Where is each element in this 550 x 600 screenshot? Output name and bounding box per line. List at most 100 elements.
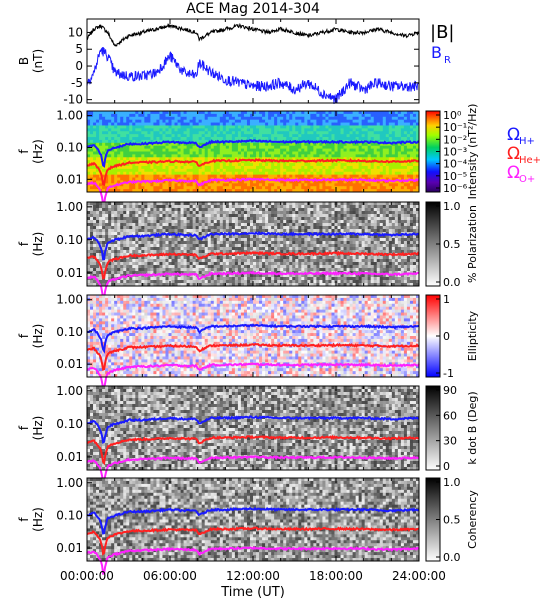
colorbar-tick-label: 10⁻³ bbox=[443, 146, 467, 159]
gyro-line-he-plus bbox=[86, 250, 420, 280]
gyro-line-he-plus bbox=[86, 342, 420, 371]
legend-b-r-sub: R bbox=[444, 55, 451, 66]
y-tick-label: 1.00 bbox=[56, 200, 83, 214]
y-tick-label: 1.00 bbox=[56, 384, 83, 398]
colorbar-tick-label: 0.0 bbox=[443, 276, 461, 289]
y-axis-label-unit: (Hz) bbox=[31, 324, 45, 349]
y-axis-label: f bbox=[17, 149, 31, 154]
y-tick-label: 0.01 bbox=[56, 172, 83, 186]
colorbar-kdotb bbox=[425, 385, 441, 471]
y-axis-label: f bbox=[17, 425, 31, 430]
colorbar-label-kdotb: k dot B (Deg) bbox=[466, 391, 479, 464]
y-tick-label: 10 bbox=[68, 25, 83, 39]
heatmap-polarization bbox=[87, 202, 420, 287]
legend-h-sub: H+ bbox=[519, 136, 535, 147]
colorbar-tick-label: 10⁻¹ bbox=[443, 121, 467, 134]
panel-coherency: 1.00 0.10 0.01 1.0 0.5 0.0 Coherency f (Hz) bbox=[17, 476, 479, 575]
y-axis-label: f bbox=[17, 333, 31, 338]
y-tick-label: 0.10 bbox=[56, 417, 83, 431]
legend-b-total: |B| bbox=[430, 22, 454, 43]
y-tick-label: -5 bbox=[71, 76, 83, 90]
y-tick-label: 5 bbox=[75, 42, 83, 56]
legend-omega-h: Ω bbox=[507, 125, 520, 145]
colorbar-tick-label: 10⁰ bbox=[443, 109, 462, 122]
colorbar-tick-label: 30 bbox=[443, 435, 457, 448]
colorbar-tick-label: 10⁻⁴ bbox=[443, 158, 468, 171]
colorbar-tick-label: -1 bbox=[443, 367, 454, 380]
panel-field: 10 5 0 -5 -10 B (nT) bbox=[17, 18, 420, 107]
colorbar-tick-label: 10⁻⁶ bbox=[443, 182, 468, 195]
y-tick-label: 1.00 bbox=[56, 293, 83, 307]
colorbar-tick-label: 1.0 bbox=[443, 200, 461, 213]
x-tick-label: 24:00:00 bbox=[392, 569, 446, 583]
panel-intensity: 1.00 0.10 0.01 10⁰10⁻¹10⁻²10⁻³10⁻⁴10⁻⁵10⁻⁶I… bbox=[17, 104, 479, 206]
y-tick-label: 0.01 bbox=[56, 541, 83, 555]
y-axis-label: B bbox=[17, 57, 31, 65]
colorbar-tick-label: 0 bbox=[443, 330, 450, 343]
colorbar-tick-label: 0.5 bbox=[443, 238, 461, 251]
y-tick-label: 0.10 bbox=[56, 233, 83, 247]
panel-kdotb: 1.00 0.10 0.01 90 60 30 0 k dot B (Deg) f (Hz) bbox=[17, 384, 479, 484]
legend-omega-he: Ω bbox=[507, 144, 520, 164]
gyro-line-h-plus bbox=[86, 323, 419, 354]
colorbar-tick-label: 1 bbox=[443, 293, 450, 306]
x-tick-label: 18:00:00 bbox=[309, 569, 363, 583]
colorbar-tick-label: 0.5 bbox=[443, 514, 461, 527]
legend-o-sub: O+ bbox=[519, 174, 535, 185]
y-tick-label: -10 bbox=[63, 93, 83, 107]
colorbar-tick-label: 0 bbox=[443, 460, 450, 473]
y-tick-label: 0.01 bbox=[56, 450, 83, 464]
y-axis-label-unit: (nT) bbox=[31, 49, 45, 73]
gyro-line-o-plus bbox=[86, 545, 420, 575]
y-tick-label: 0.01 bbox=[56, 266, 83, 280]
x-axis-tick-labels: 00:00:00 06:00:00 12:00:00 18:00:00 24:00:00 bbox=[60, 569, 446, 583]
colorbar-tick-label: 90 bbox=[443, 384, 457, 397]
colorbar-tick-label: 1.0 bbox=[443, 476, 461, 489]
gyro-line-o-plus bbox=[86, 270, 420, 301]
y-tick-label: 0.10 bbox=[56, 325, 83, 339]
y-tick-label: 0.10 bbox=[56, 508, 83, 522]
x-tick-label: 06:00:00 bbox=[143, 569, 197, 583]
y-tick-label: 0 bbox=[75, 59, 83, 73]
colorbar-tick-label: 60 bbox=[443, 409, 457, 422]
heatmap-kdotb bbox=[87, 386, 420, 471]
gyro-line-h-plus bbox=[86, 139, 420, 168]
y-tick-label: 1.00 bbox=[56, 109, 83, 123]
colorbar-label-polarization: % Polarization bbox=[466, 205, 479, 283]
legend-he-sub: He+ bbox=[519, 155, 541, 166]
gyro-line-he-plus bbox=[86, 526, 420, 556]
colorbar-tick-label: 10⁻² bbox=[443, 133, 467, 146]
legend-omega-o: Ω bbox=[507, 163, 520, 183]
colorbar-tick-label: 0.0 bbox=[443, 551, 461, 564]
gyro-line-he-plus bbox=[87, 158, 420, 186]
gyro-line-h-plus bbox=[87, 415, 420, 445]
gyro-line-o-plus bbox=[86, 177, 420, 206]
gyro-line-o-plus bbox=[86, 455, 420, 484]
colorbar-label-intensity: Intensity (nT²/Hz) bbox=[466, 104, 479, 200]
y-axis-label-unit: (Hz) bbox=[31, 507, 45, 532]
colorbar-tick-label: 10⁻⁵ bbox=[443, 170, 467, 183]
series-b-r bbox=[86, 46, 420, 105]
panel-polarization: 1.00 0.10 0.01 1.0 0.5 0.0 % Polarization f (Hz) bbox=[17, 200, 479, 301]
y-axis-label: f bbox=[17, 241, 31, 246]
y-axis-label-unit: (Hz) bbox=[31, 232, 45, 257]
figure-title: ACE Mag 2014-304 bbox=[186, 1, 320, 17]
gyro-line-o-plus bbox=[86, 362, 420, 390]
y-axis-label-unit: (Hz) bbox=[31, 139, 45, 164]
x-tick-label: 00:00:00 bbox=[60, 569, 114, 583]
y-tick-label: 0.10 bbox=[56, 140, 83, 154]
y-tick-label: 0.01 bbox=[56, 357, 83, 371]
gyro-line-h-plus bbox=[86, 506, 420, 535]
heatmap-intensity bbox=[87, 111, 420, 193]
gyro-line-h-plus bbox=[86, 230, 420, 261]
colorbar-label-ellipticity: Ellipticity bbox=[466, 310, 479, 361]
y-axis-label-unit: (Hz) bbox=[31, 416, 45, 441]
x-tick-label: 12:00:00 bbox=[226, 569, 280, 583]
panel-ellipticity: 1.00 0.10 0.01 1 0 -1 Ellipticity f (Hz) bbox=[17, 293, 479, 390]
colorbar-label-coherency: Coherency bbox=[466, 490, 479, 549]
legend-b-r: B bbox=[431, 43, 442, 62]
y-tick-label: 1.00 bbox=[56, 476, 83, 490]
gyro-line-he-plus bbox=[86, 434, 420, 466]
